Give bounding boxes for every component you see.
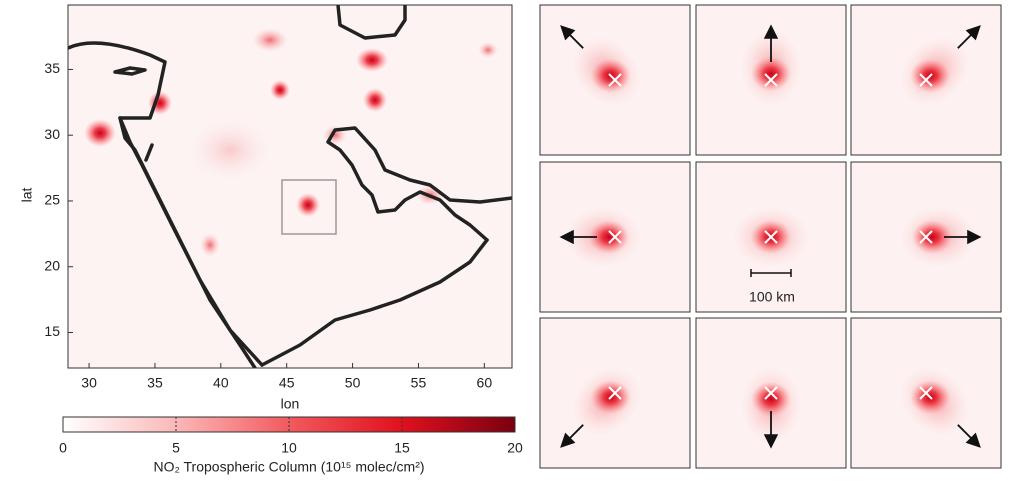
y-tick-label: 35 [44, 60, 60, 76]
source-marker [608, 386, 622, 400]
y-tick-label: 20 [44, 257, 60, 273]
colorbar-tick-label: 15 [394, 440, 410, 456]
x-tick-label: 45 [279, 375, 295, 391]
panel-frame [695, 317, 847, 469]
panels [539, 4, 1002, 469]
x-tick-label: 40 [213, 375, 229, 391]
colorbar: NO₂ Tropospheric Column (10¹⁵ molec/cm²) [62, 416, 516, 475]
x-tick-label: 50 [345, 375, 361, 391]
colorbar-tick-label: 10 [281, 440, 297, 456]
y-tick-label: 15 [44, 323, 60, 339]
colorbar-tick-label: 20 [507, 440, 523, 456]
source-marker [608, 230, 622, 244]
source-marker [764, 73, 778, 87]
colorbar-tick-label: 0 [59, 440, 67, 456]
y-tick-label: 25 [44, 192, 60, 208]
colorbar-label: NO₂ Tropospheric Column (10¹⁵ molec/cm²) [153, 459, 424, 475]
source-marker [919, 73, 933, 87]
map-background [68, 5, 512, 368]
hotspot [751, 57, 791, 91]
scale-label: 100 km [749, 289, 795, 305]
x-tick-label: 55 [411, 375, 427, 391]
wind-arrow [560, 424, 584, 448]
panel-frame [695, 161, 847, 313]
x-tick-label: 30 [81, 375, 97, 391]
map: lon lat [19, 4, 513, 412]
source-marker [608, 73, 622, 87]
hotspot [912, 220, 952, 254]
panel-frame [695, 4, 847, 156]
panel-frame [850, 4, 1002, 156]
zoom-box [281, 179, 337, 235]
panel-frame [539, 317, 691, 469]
x-tick-label: 60 [477, 375, 493, 391]
hotspot [589, 220, 629, 254]
source-marker [919, 386, 933, 400]
panel-frame [539, 4, 691, 156]
scale-bar [750, 269, 792, 277]
no2-field [68, 5, 512, 368]
colorbar-tick-label: 5 [172, 440, 180, 456]
y-axis-label: lat [19, 188, 35, 203]
hotspot [751, 382, 791, 416]
x-axis-label: lon [281, 396, 300, 412]
wind-arrow [957, 424, 981, 448]
source-marker [919, 230, 933, 244]
source-marker [764, 230, 778, 244]
panel-frame [850, 161, 1002, 313]
panel-frame [850, 317, 1002, 469]
x-tick-label: 35 [147, 375, 163, 391]
wind-arrow [560, 25, 584, 49]
panel-frame [539, 161, 691, 313]
y-tick-label: 30 [44, 126, 60, 142]
wind-arrow [957, 25, 981, 49]
map-frame [67, 4, 513, 369]
source-marker [764, 386, 778, 400]
